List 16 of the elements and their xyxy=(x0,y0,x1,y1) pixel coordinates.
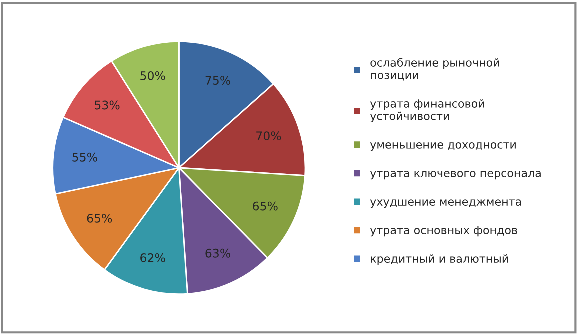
legend-label: утрата финансовой устойчивости xyxy=(370,99,484,123)
legend-label: уменьшение доходности xyxy=(370,142,516,152)
data-label: 65% xyxy=(87,214,112,223)
data-label: 55% xyxy=(72,152,98,162)
data-label: 53% xyxy=(95,100,120,110)
legend-label: утрата ключевого персонала xyxy=(370,171,541,180)
data-label: 65% xyxy=(253,202,278,211)
data-label: 62% xyxy=(140,254,166,262)
legend-label: кредитный и валютный xyxy=(371,254,508,266)
data-label: 63% xyxy=(206,248,230,258)
data-label: 75% xyxy=(206,76,230,85)
legend-label: утрата основных фондов xyxy=(370,226,518,237)
data-label: 50% xyxy=(140,71,166,80)
legend-label: ослабление рыночной позиции xyxy=(370,58,500,81)
data-label: 70% xyxy=(256,132,282,141)
legend-label: ухудшение менеджмента xyxy=(370,200,522,208)
